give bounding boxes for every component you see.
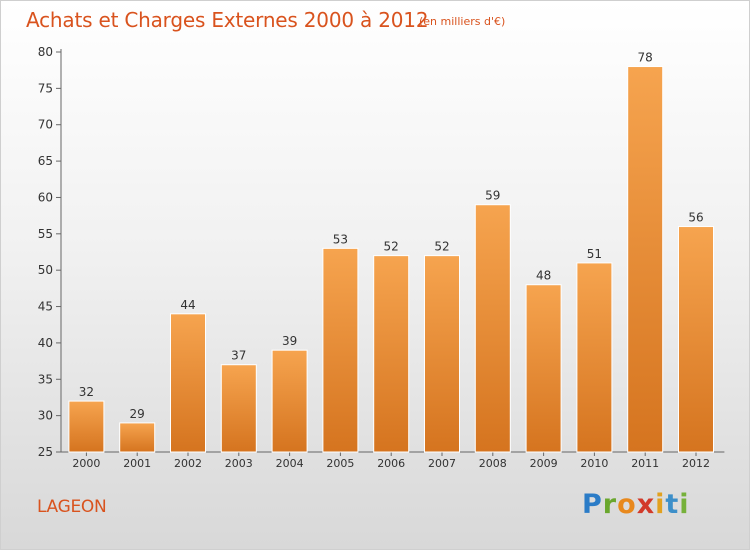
x-tick-label: 2005	[326, 457, 354, 470]
bar-value-label: 52	[384, 240, 399, 254]
bar	[424, 255, 460, 453]
bar-value-label: 44	[180, 298, 195, 312]
bar-value-label: 53	[333, 232, 348, 246]
y-tick-label: 75	[38, 81, 53, 95]
bar-value-label: 48	[536, 269, 551, 283]
x-tick-label: 2009	[530, 457, 558, 470]
y-tick-label: 60	[38, 190, 53, 204]
bar-value-label: 52	[434, 240, 449, 254]
x-tick-label: 2011	[631, 457, 659, 470]
y-tick-label: 65	[38, 154, 53, 168]
logo-letter: r	[602, 489, 618, 520]
x-tick-label: 2000	[72, 457, 100, 470]
bar	[322, 247, 359, 453]
y-tick-label: 70	[38, 118, 53, 132]
x-tick-label: 2001	[123, 457, 151, 470]
x-tick-label: 2012	[682, 457, 710, 470]
bar-value-label: 59	[485, 189, 500, 203]
bar	[373, 255, 410, 453]
bar-value-label: 39	[282, 334, 297, 348]
x-tick-label: 2008	[479, 457, 507, 470]
y-tick-label: 35	[38, 372, 53, 386]
labels: 25 30 35 40 45 50 55 60 65 70 75 80 32 2000 29 2001 44 20…	[38, 45, 710, 470]
logo-letter: o	[617, 489, 637, 520]
commune-name: LAGEON	[37, 497, 107, 517]
x-tick-label: 2004	[276, 457, 304, 470]
logo-letter: i	[655, 489, 666, 520]
bar	[271, 349, 308, 453]
x-tick-label: 2006	[377, 457, 405, 470]
bar-value-label: 56	[688, 211, 703, 225]
bar-value-label: 29	[130, 407, 145, 421]
y-tick-label: 50	[38, 263, 53, 277]
logo-letter: i	[679, 489, 690, 520]
x-tick-label: 2002	[174, 457, 202, 470]
bar-value-label: 32	[79, 385, 94, 399]
bar	[627, 66, 664, 453]
bar-value-label: 51	[587, 247, 602, 261]
y-tick-label: 40	[38, 336, 53, 350]
proxiti-logo: Proxiti	[582, 489, 690, 520]
x-tick-label: 2010	[580, 457, 608, 470]
bar-value-label: 37	[231, 349, 246, 363]
logo-letter: x	[636, 489, 656, 520]
chart-title: Achats et Charges Externes 2000 à 2012	[26, 8, 429, 32]
y-tick-label: 25	[38, 445, 53, 459]
bar	[576, 262, 613, 453]
y-tick-label: 80	[38, 45, 53, 59]
y-tick-label: 55	[38, 227, 53, 241]
bar-value-label: 78	[638, 51, 653, 65]
logo-letter: P	[582, 489, 603, 520]
bar	[220, 364, 257, 453]
y-tick-label: 30	[38, 409, 53, 423]
x-tick-label: 2003	[225, 457, 253, 470]
y-tick-label: 45	[38, 300, 53, 314]
bar	[68, 400, 105, 453]
bar	[525, 284, 562, 453]
x-tick-label: 2007	[428, 457, 456, 470]
bar	[119, 422, 156, 453]
logo-letter: t	[665, 489, 680, 520]
bar	[474, 204, 511, 453]
bars	[68, 66, 714, 453]
chart-unit-label: (en milliers d'€)	[419, 15, 506, 28]
bar	[170, 313, 206, 453]
bar	[678, 226, 714, 453]
